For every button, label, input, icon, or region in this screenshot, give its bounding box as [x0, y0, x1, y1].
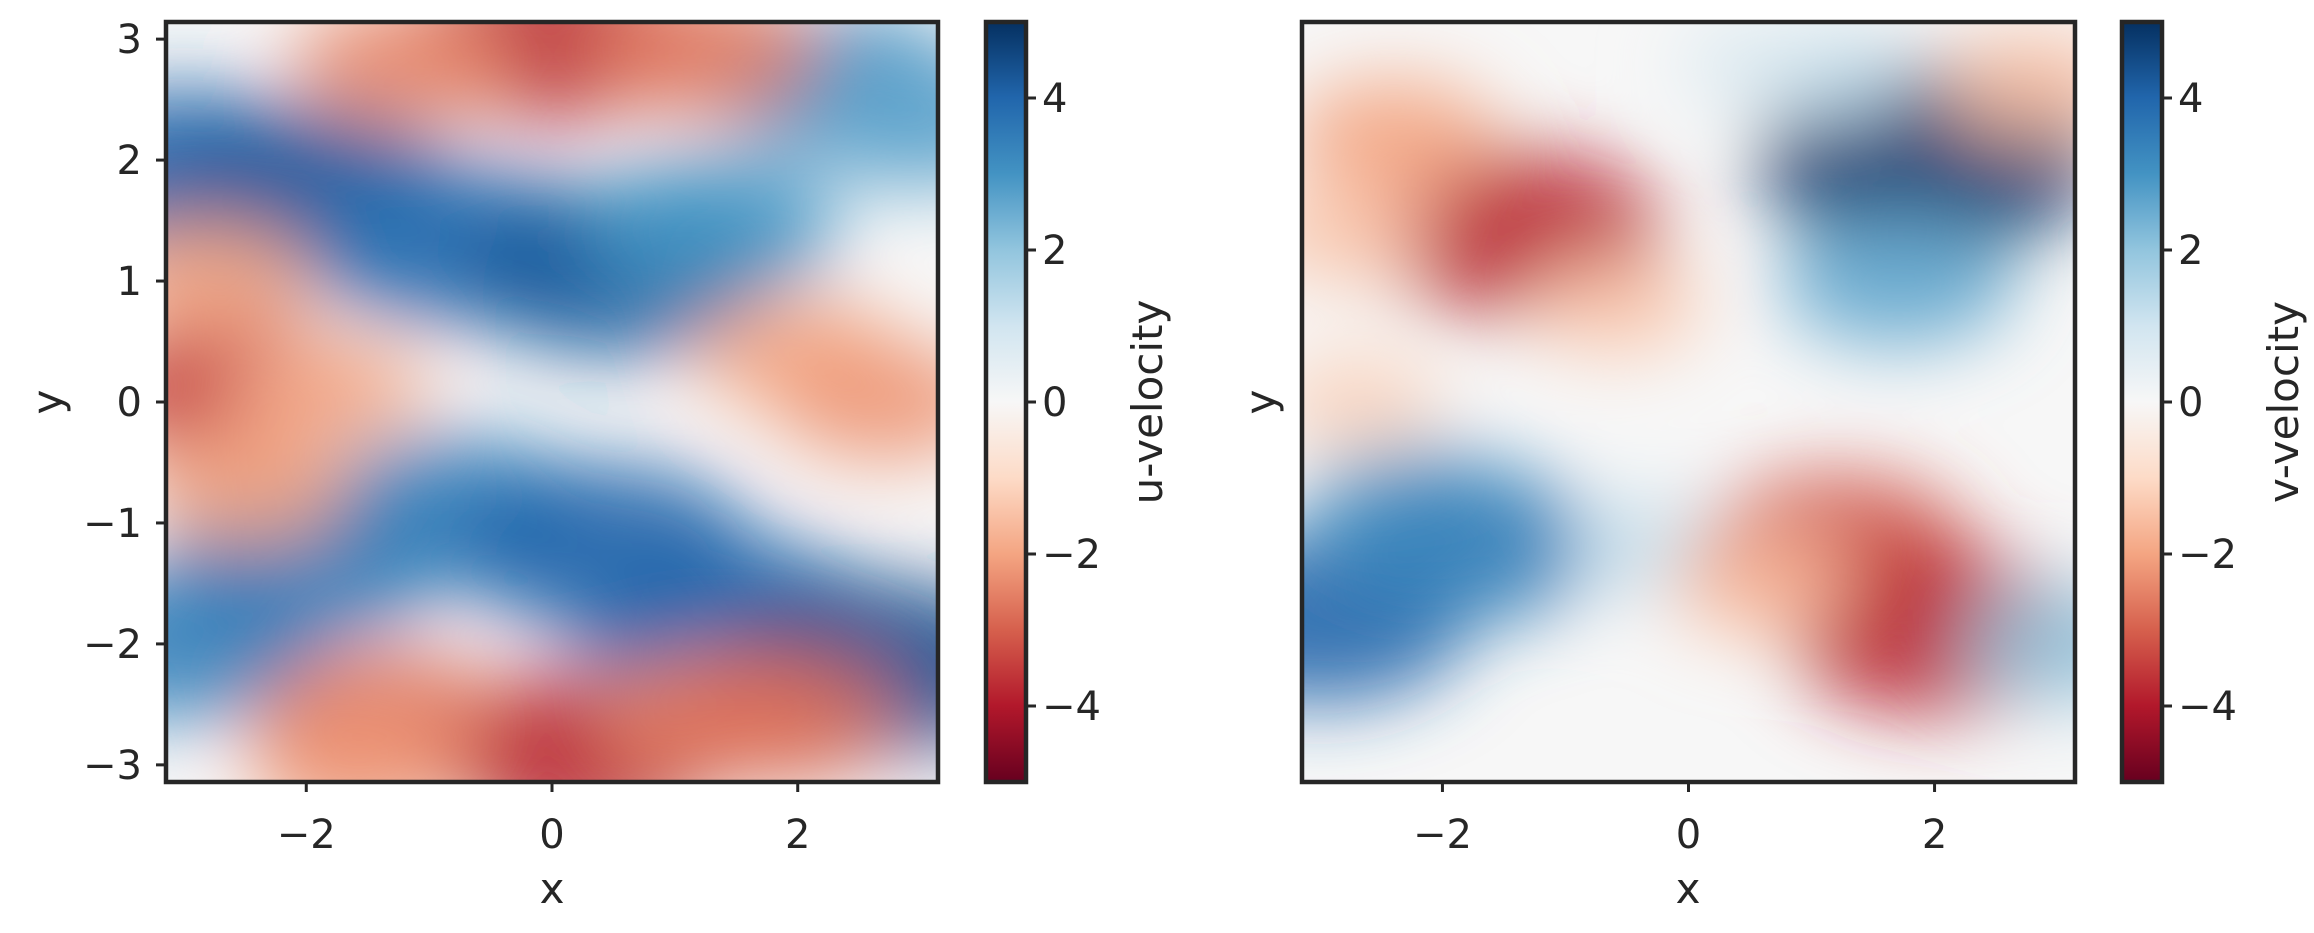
y-tick-label: 1: [117, 259, 142, 305]
y-tick-label: 0: [117, 380, 142, 426]
heatmap-feature: [1526, 256, 1703, 355]
heatmap-feature: [166, 429, 348, 544]
colorbar-tick-label: 4: [1042, 76, 1067, 122]
heatmap-feature: [247, 705, 463, 782]
colorbar-label: u-velocity: [1123, 300, 1172, 505]
x-axis-ticks: −2 0 2: [277, 782, 810, 858]
heatmap-feature: [166, 218, 311, 332]
y-axis-label: y: [23, 390, 72, 415]
x-tick-label: 2: [785, 812, 810, 858]
y-axis-ticks: 3 2 1 0 −1 −2 −3: [83, 17, 166, 789]
heatmap-feature: [1940, 35, 2075, 140]
heatmap-feature: [803, 58, 938, 189]
x-axis-ticks: −2 0 2: [1413, 782, 1947, 858]
heatmap-feature: [1302, 355, 1440, 449]
x-tick-label: 0: [539, 812, 564, 858]
heatmap-feature: [776, 342, 938, 462]
y-tick-label: −2: [83, 622, 142, 668]
heatmap-feature: [1780, 215, 2015, 347]
colorbar-tick-label: 0: [1042, 380, 1067, 426]
heatmap-feature: [651, 648, 896, 782]
colorbar-tick-label: 2: [1042, 228, 1067, 274]
x-axis-label: x: [1676, 864, 1701, 913]
heatmap-feature: [584, 156, 839, 298]
x-axis-label: x: [540, 864, 565, 913]
heatmap-v-velocity: [1302, 22, 2075, 782]
panel-v-velocity: −2 0 2 x y 4 2 0 −2 −4 v-velocity: [1236, 19, 2308, 913]
colorbar-tick-label: −4: [1042, 684, 1101, 730]
heatmap-field: [166, 22, 938, 782]
colorbar: [2122, 22, 2162, 782]
y-tick-label: −1: [83, 501, 142, 547]
heatmap-feature: [1669, 531, 1856, 636]
heatmap-feature: [1676, 22, 1824, 105]
colorbar: [986, 22, 1026, 782]
heatmap-feature: [582, 22, 817, 117]
y-tick-label: 3: [117, 17, 142, 63]
heatmap-feature: [1302, 183, 1433, 282]
colorbar-tick-label: −4: [2178, 684, 2237, 730]
colorbar-ticks: 4 2 0 −2 −4: [1026, 76, 1101, 730]
colorbar-ticks: 4 2 0 −2 −4: [2162, 76, 2237, 730]
colorbar-tick-label: −2: [1042, 532, 1101, 578]
colorbar-label: v-velocity: [2259, 301, 2308, 503]
colorbar-tick-label: 2: [2178, 228, 2203, 274]
y-tick-label: −3: [83, 743, 142, 789]
x-tick-label: −2: [1413, 812, 1472, 858]
x-tick-label: −2: [277, 812, 336, 858]
heatmap-field: [1302, 22, 2075, 714]
heatmap-feature: [233, 335, 429, 445]
heatmap-feature: [1302, 78, 1496, 193]
colorbar-tick-label: −2: [2178, 532, 2237, 578]
x-tick-label: 2: [1922, 812, 1947, 858]
heatmap-u-velocity: [166, 22, 938, 782]
y-tick-label: 2: [117, 138, 142, 184]
x-tick-label: 0: [1676, 812, 1701, 858]
heatmap-feature: [1330, 471, 1604, 624]
colorbar-tick-label: 0: [2178, 380, 2203, 426]
colorbar-tick-label: 4: [2178, 76, 2203, 122]
y-axis-label: y: [1236, 390, 1285, 415]
heatmap-feature: [1961, 586, 2075, 701]
heatmap-feature: [292, 22, 517, 126]
panel-u-velocity: −2 0 2 3 2 1 0 −1 −2 −3 x y 4 2 0 −2 −4 u-velocity: [23, 17, 1172, 913]
